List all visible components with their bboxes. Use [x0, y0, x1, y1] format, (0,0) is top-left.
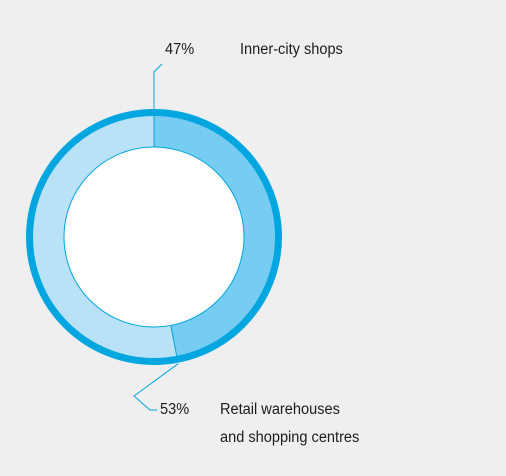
- leader-line-inner-city: [153, 63, 163, 111]
- leader-line-retail: [133, 363, 179, 411]
- outer-ring: [26, 109, 282, 365]
- slice-boundary-line: [170, 325, 178, 357]
- slice-name-label-retail: Retail warehouses and shopping centres: [220, 401, 360, 446]
- slice-percent-label-inner-city: 47%: [165, 41, 195, 58]
- slice-percent-label-retail: 53%: [160, 401, 190, 418]
- leader-lines: [133, 63, 179, 411]
- donut-hole: [63, 146, 245, 328]
- slice-name-label-inner-city: Inner-city shops: [240, 41, 343, 58]
- pie-slice-inner-city-shops: [154, 115, 276, 357]
- pie-slice-retail-warehouses: [31, 114, 177, 359]
- slices-layer: [31, 114, 276, 359]
